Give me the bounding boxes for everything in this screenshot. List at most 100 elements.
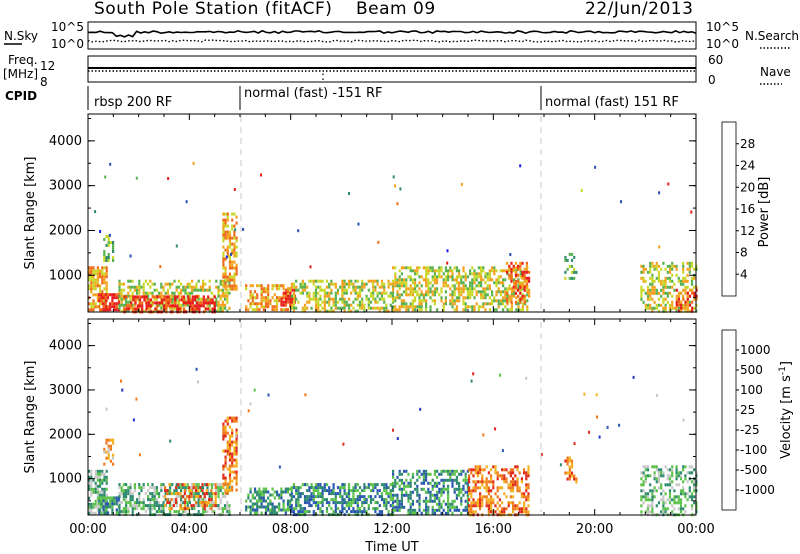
- velocity-cell: [583, 392, 586, 396]
- velocity-cell: [433, 493, 436, 497]
- velocity-cell: [228, 507, 231, 511]
- velocity-cell: [251, 508, 254, 512]
- power-cell: [662, 297, 665, 301]
- power-cell: [389, 303, 392, 307]
- velocity-cell: [693, 501, 696, 505]
- power-cell: [471, 281, 474, 285]
- power-cell: [245, 284, 248, 288]
- velocity-cell: [481, 483, 484, 487]
- power-cell: [98, 293, 101, 297]
- power-cell: [521, 276, 524, 280]
- velocity-cell: [153, 507, 156, 511]
- velocity-cell: [235, 416, 238, 420]
- power-cell: [398, 296, 401, 300]
- power-cell: [222, 263, 225, 267]
- velocity-cell: [231, 428, 234, 432]
- velocity-cell: [235, 452, 238, 456]
- velocity-cell: [358, 498, 362, 502]
- power-cell: [253, 302, 257, 306]
- power-cell: [440, 287, 443, 291]
- velocity-cell: [201, 504, 204, 508]
- velocity-cell: [671, 486, 674, 490]
- power-cell: [280, 284, 283, 288]
- power-cell: [138, 279, 141, 283]
- velocity-cell: [109, 496, 112, 500]
- power-cell: [688, 261, 691, 265]
- velocity-cell: [458, 493, 461, 497]
- velocity-cell: [345, 495, 348, 499]
- power-cell: [354, 309, 357, 313]
- power-cell: [451, 302, 454, 306]
- power-cell: [649, 264, 652, 268]
- velocity-cell: [170, 498, 173, 502]
- power-cell: [341, 279, 344, 283]
- power-cell: [188, 309, 191, 313]
- velocity-cell: [358, 510, 362, 514]
- velocity-cell: [312, 492, 315, 496]
- velocity-cell: [392, 428, 394, 432]
- power-cell: [398, 293, 401, 297]
- power-cell: [453, 293, 456, 297]
- velocity-cell: [498, 474, 501, 478]
- power-cell: [455, 308, 458, 312]
- velocity-cell: [155, 498, 158, 502]
- velocity-cell: [447, 484, 450, 488]
- power-cell: [193, 298, 197, 302]
- power-cell: [204, 307, 208, 311]
- velocity-cell: [470, 492, 473, 496]
- power-cell: [389, 282, 392, 286]
- velocity-cell: [118, 507, 121, 511]
- velocity-cell: [138, 483, 141, 487]
- velocity-cell: [308, 501, 311, 505]
- power-cell: [109, 293, 112, 297]
- power-cell: [418, 281, 421, 285]
- velocity-cell: [481, 474, 484, 478]
- power-cell: [289, 294, 292, 298]
- power-cell: [398, 278, 401, 282]
- power-cell: [120, 300, 123, 304]
- velocity-cell: [646, 495, 650, 499]
- velocity-cell: [328, 492, 331, 496]
- power-cell: [312, 291, 315, 295]
- velocity-cell: [447, 502, 450, 506]
- power-cell: [466, 290, 469, 294]
- velocity-cell: [380, 492, 384, 496]
- power-cell: [642, 279, 645, 283]
- velocity-cell: [106, 505, 110, 509]
- velocity-cell: [140, 501, 143, 505]
- power-cell: [482, 278, 485, 282]
- power-cell: [517, 294, 520, 298]
- power-cell: [184, 285, 187, 289]
- power-cell: [657, 303, 661, 307]
- power-cell: [228, 272, 232, 276]
- velocity-cell: [99, 481, 102, 485]
- power-cell: [651, 282, 654, 286]
- power-cell: [640, 291, 643, 295]
- power-cell: [444, 296, 447, 300]
- power-cell: [306, 285, 309, 289]
- velocity-cell: [458, 484, 461, 488]
- velocity-cell: [160, 486, 163, 490]
- velocity-cell: [158, 507, 161, 511]
- velocity-cell: [444, 469, 447, 473]
- power-cell: [514, 282, 517, 286]
- power-cell: [94, 293, 97, 297]
- power-cell: [480, 266, 483, 270]
- power-cell: [392, 287, 395, 291]
- velocity-cell: [433, 481, 436, 485]
- power-cell: [160, 298, 164, 302]
- velocity-cell: [219, 489, 222, 493]
- velocity-cell: [235, 482, 238, 486]
- velocity-cell: [175, 486, 178, 490]
- velocity-cell: [640, 477, 643, 481]
- power-cell: [651, 291, 654, 295]
- velocity-cell: [455, 475, 458, 479]
- velocity-cell: [673, 489, 676, 493]
- power-cell: [380, 285, 384, 289]
- velocity-cell: [396, 508, 399, 512]
- power-cell: [573, 267, 576, 271]
- velocity-cell: [376, 507, 379, 511]
- velocity-cell: [356, 504, 359, 508]
- velocity-cell: [180, 501, 183, 505]
- velocity-cell: [474, 465, 477, 469]
